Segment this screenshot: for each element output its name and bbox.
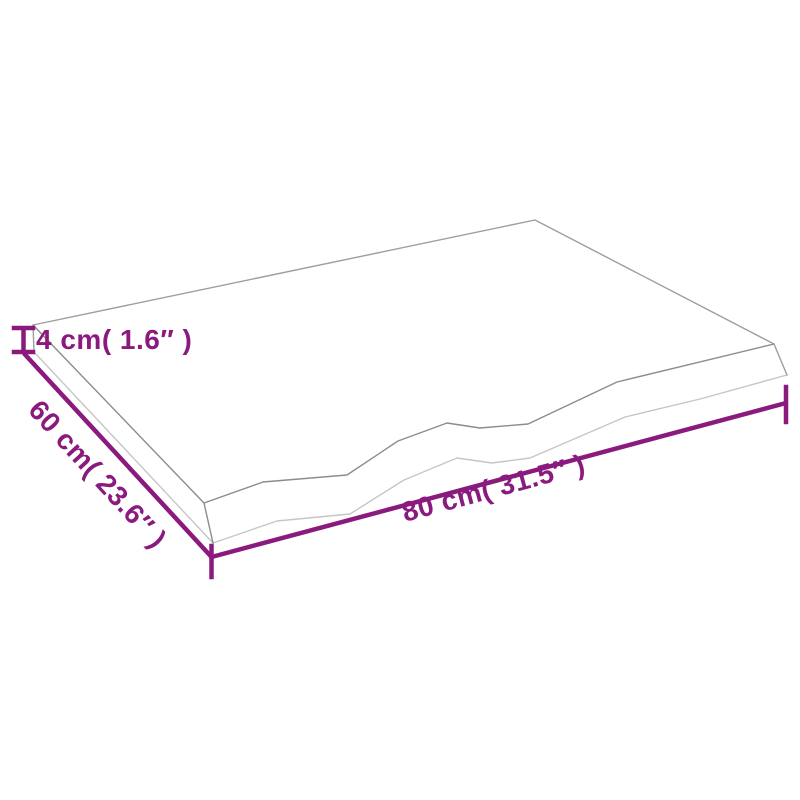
thickness-label: 4 cm( 1.6″ ): [36, 324, 192, 355]
board-right-corner-edge: [773, 343, 788, 376]
board-outline: [32, 219, 788, 544]
dimension-lines: [11, 325, 789, 580]
board-front-corner-edge: [203, 502, 214, 544]
depth-label: 60 cm( 23.6″ ): [23, 394, 173, 554]
width-label: 80 cm( 31.5″ ): [398, 448, 588, 527]
dimension-labels: 4 cm( 1.6″ ) 60 cm( 23.6″ ) 80 cm( 31.5″…: [23, 324, 589, 554]
board-top-front-wavy-edge: [32, 324, 775, 504]
board-bottom-thickness-edge: [33, 351, 788, 544]
thickness-bracket: [11, 325, 36, 355]
width-dimension-line: [209, 400, 789, 560]
depth-dimension-line: [22, 351, 214, 560]
board-top-back-edges: [32, 219, 775, 345]
